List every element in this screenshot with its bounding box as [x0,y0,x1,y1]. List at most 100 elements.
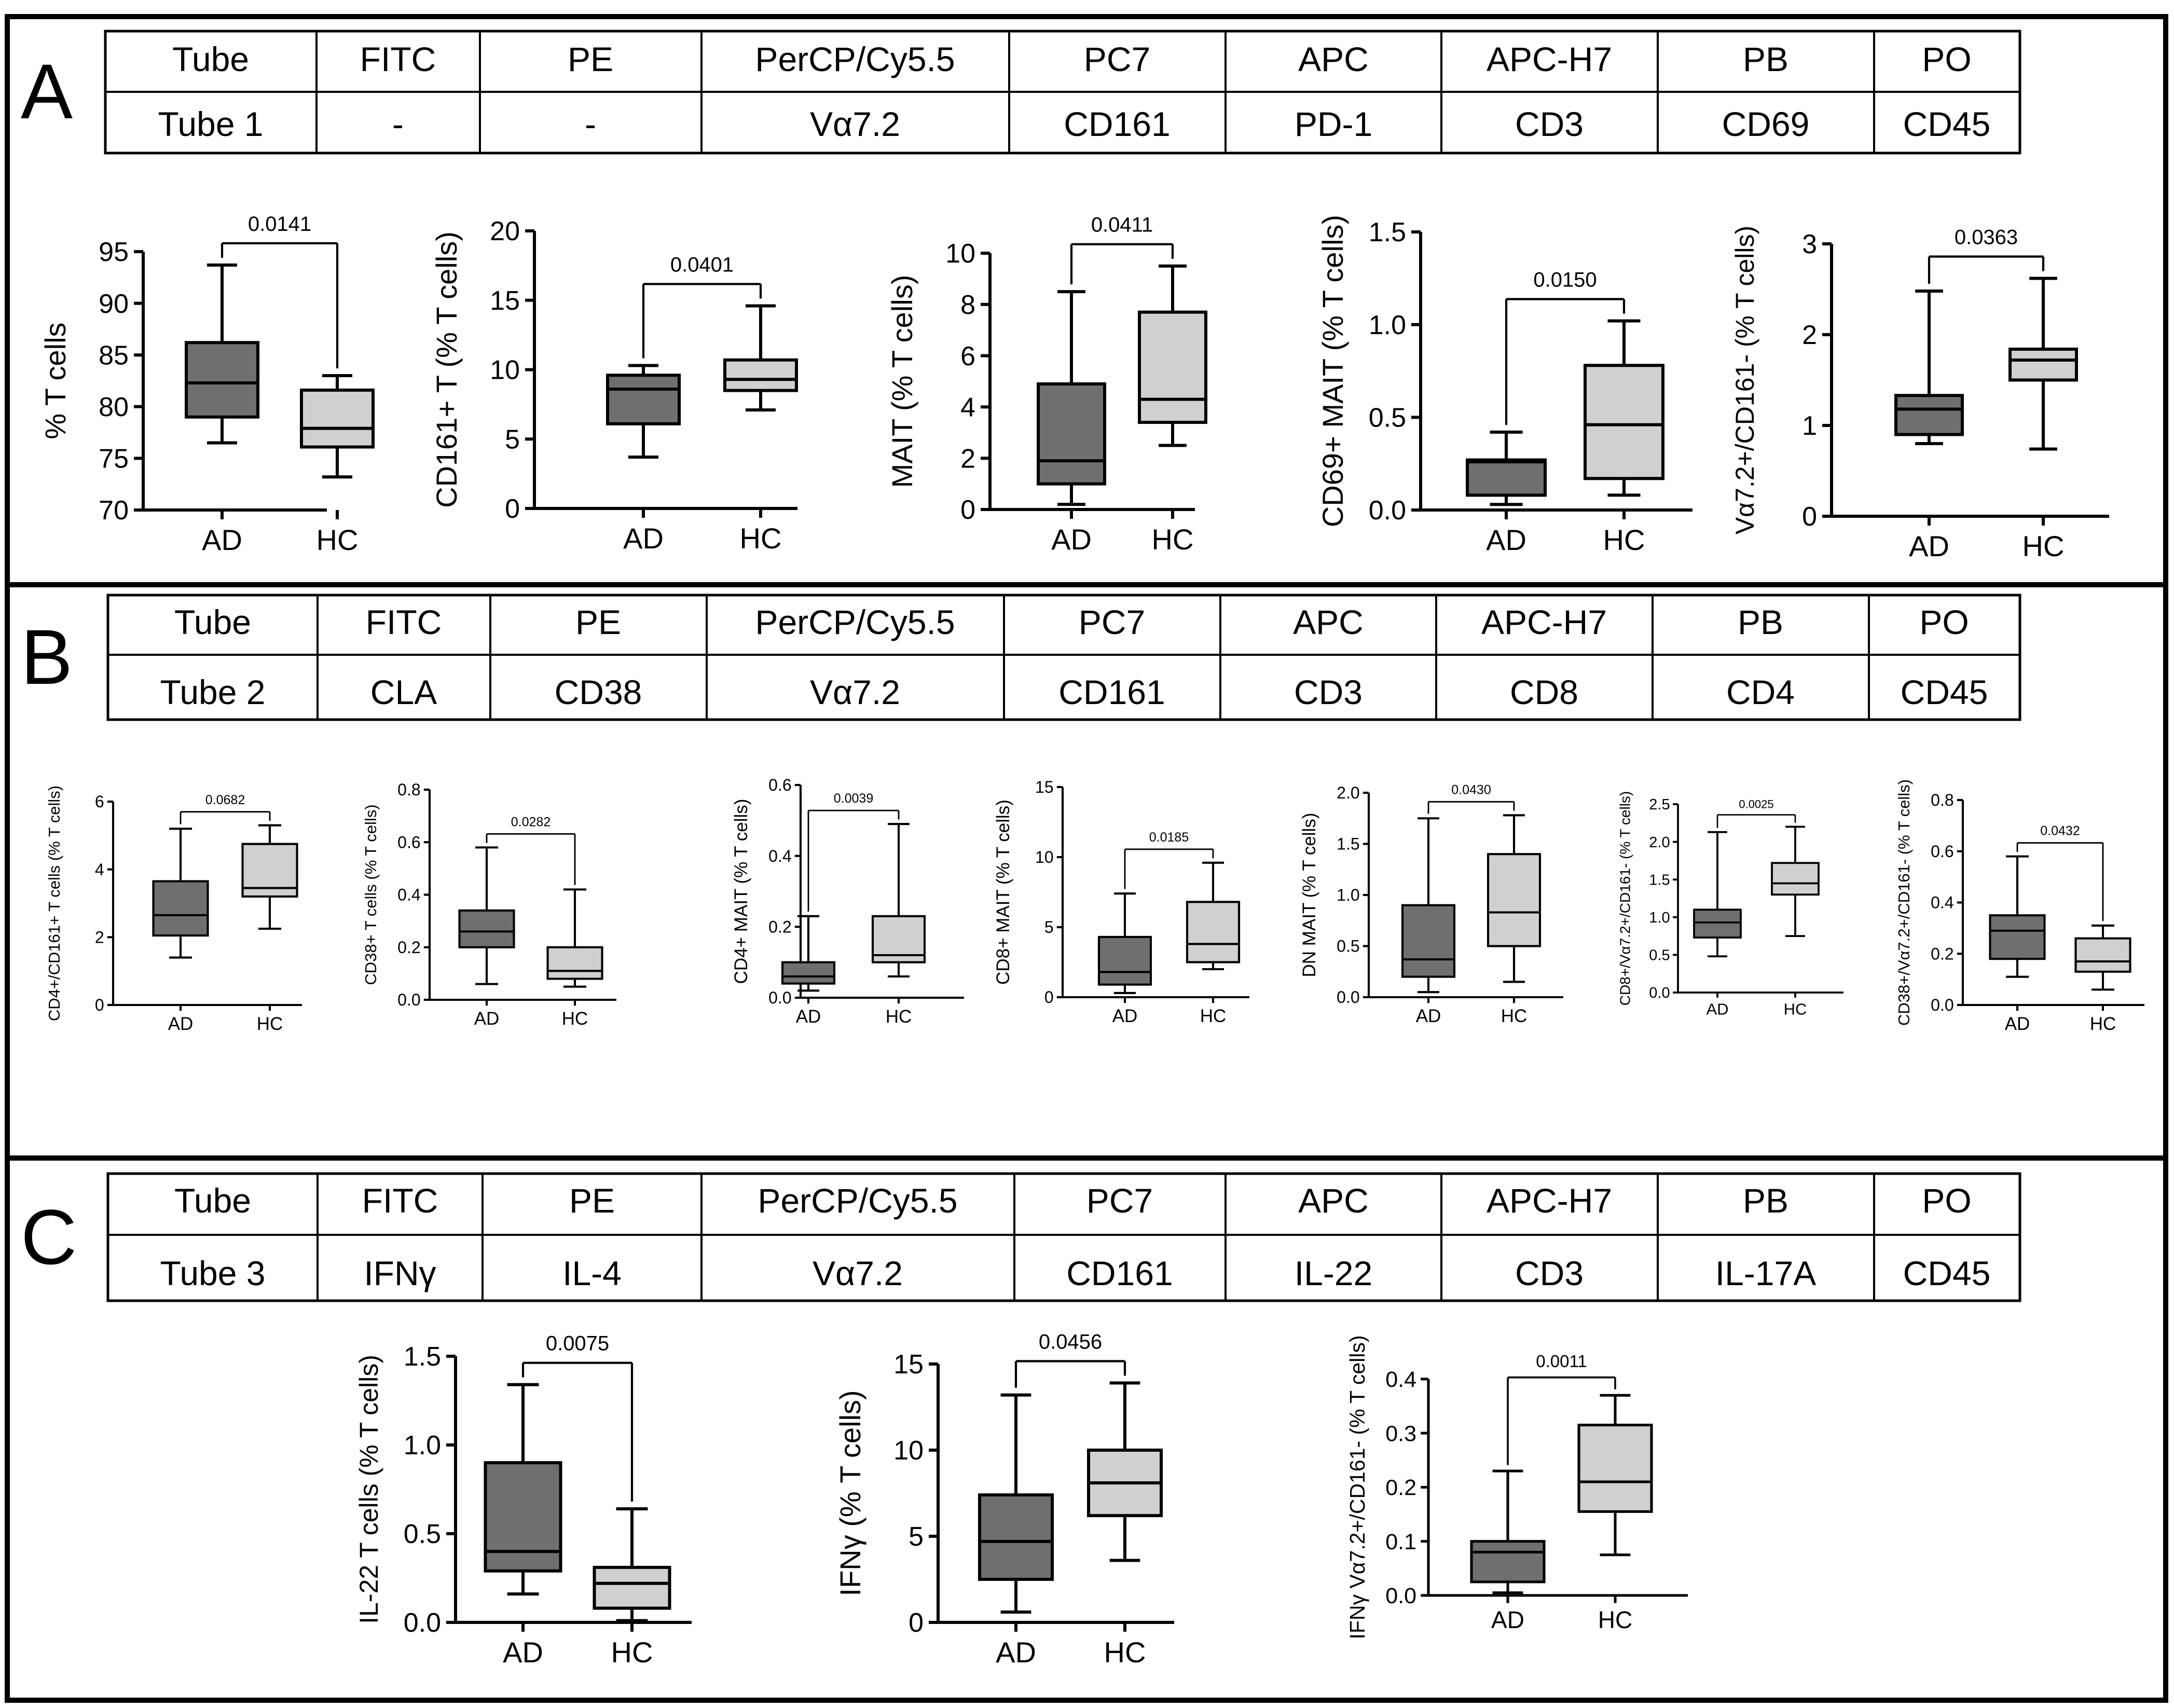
y-tick-label: 15 [1035,778,1054,796]
box-hc [593,1565,671,1610]
y-tick-label: 0.5 [404,1519,441,1549]
y-tick-label: 1.5 [404,1342,441,1372]
y-tick-label: 0.4 [1385,1367,1416,1392]
x-category-label-ad: AD [996,1636,1036,1669]
table-b-header-pb: PB [1738,603,1783,641]
y-tick-label: 0.0 [404,1608,441,1638]
box-plot-2: 0 5 10 15 20 AD HC CD161+ T (% T cells) 0.0401 [430,216,798,555]
table-a-cell-fitc: - [392,105,404,143]
box-hc [1487,853,1542,947]
table-c-cell-apc: IL-22 [1295,1254,1372,1292]
box-ad [1037,382,1106,486]
y-tick-label: 1.0 [1337,886,1359,904]
x-category-label-hc: HC [611,1636,653,1669]
y-tick-label: 0.5 [1369,403,1406,433]
y-tick-label: 2.5 [1649,796,1670,813]
y-axis-label: CD38+ T cells (% T cells) [362,804,380,985]
table-c-cell-fitc: IFNγ [364,1254,436,1292]
table-c-header-tube: Tube [174,1181,251,1220]
y-tick-label: 70 [99,495,129,526]
table-c-cell-pe: IL-4 [562,1254,622,1292]
x-category-label-ad: AD [168,1014,194,1034]
table-b-cell-apc: CD3 [1294,673,1363,711]
x-category-label-hc: HC [1501,1006,1528,1026]
box-ad [1470,1540,1546,1583]
x-category-label-hc: HC [317,524,359,556]
y-tick-label: 15 [490,286,520,316]
y-tick-label: 6 [95,792,104,811]
x-category-label-hc: HC [1104,1636,1146,1669]
table-a-header-pc7: PC7 [1084,40,1150,78]
table-c-header-po: PO [1922,1181,1971,1220]
panel-a-letter: A [21,48,73,135]
y-tick-label: 0.2 [768,918,791,936]
y-tick-label: 0.6 [397,833,420,851]
box-plot-14: 0 5 10 15 AD HC IFNγ (% T cells) 0.0456 [834,1331,1174,1669]
y-axis-label: CD38+/Vα7.2+/CD161- (% T cells) [1895,779,1913,1026]
y-tick-label: 3 [1802,229,1817,259]
p-value-label: 0.0141 [248,213,311,236]
y-tick-label: 85 [99,340,129,370]
y-tick-label: 5 [909,1522,924,1552]
p-value-label: 0.0411 [1091,214,1153,237]
x-category-label-hc: HC [886,1007,912,1027]
table-a-header-percp: PerCP/Cy5.5 [755,40,955,78]
table-c-header-pe: PE [569,1181,615,1220]
table-b-header-po: PO [1919,603,1969,641]
y-tick-label: 1.5 [1369,217,1406,247]
y-axis-label: CD8+/Vα7.2+/CD161- (% T cells) [1617,791,1633,1006]
y-tick-label: 1.5 [1337,835,1359,853]
x-category-label-ad: AD [1491,1606,1524,1633]
panel-a-border [5,14,2168,587]
p-value-label: 0.0282 [511,815,551,829]
box-hc [1577,1424,1653,1513]
x-category-label-ad: AD [503,1636,543,1669]
table-b-cell-pc7: CD161 [1058,673,1165,711]
table-a-cell-po: CD45 [1903,105,1991,143]
box-plot-15: 0.0 0.1 0.2 0.3 0.4 AD HC IFNγ Vα7.2+/CD161- (%… [1345,1335,1688,1640]
table-a-cell-tube: Tube 1 [158,105,263,143]
p-value-label: 0.0075 [546,1332,609,1355]
box-hc [1584,364,1664,480]
table-b-cell-pb: CD4 [1726,673,1795,711]
y-tick-label: 95 [99,237,129,267]
y-tick-label: 0.6 [1931,842,1953,861]
y-tick-label: 0.0 [1931,996,1953,1014]
y-axis-label: CD161+ T (% T cells) [430,231,463,508]
panel-b-border [5,582,2168,1161]
x-category-label-hc: HC [562,1009,588,1029]
y-axis-label: DN MAIT (% T cells) [1299,813,1319,977]
x-category-label-hc: HC [1603,524,1645,556]
y-tick-label: 0 [95,996,104,1014]
p-value-label: 0.0025 [1739,797,1773,810]
box-plot-1: 70 75 80 85 90 95 AD HC % T cells 0.0141 [39,213,375,556]
y-tick-label: 1 [1802,411,1817,441]
table-c-cell-pb: IL-17A [1715,1254,1816,1292]
table-c-header-percp: PerCP/Cy5.5 [758,1181,957,1220]
box-ad [185,341,259,419]
y-tick-label: 0.0 [1369,495,1406,526]
box-hc [1186,901,1241,963]
box-plot-6: 0 2 4 6 AD HC CD4+/CD161+ T cells (% T cells) 0… [45,786,302,1034]
y-tick-label: 0 [960,495,975,525]
table-b-cell-pe: CD38 [555,673,642,711]
y-tick-label: 0.2 [1385,1476,1416,1500]
y-tick-label: 0.4 [768,847,791,865]
table-a-header-apc: APC [1298,40,1369,78]
y-tick-label: 0.0 [397,990,420,1009]
table-a-header-fitc: FITC [360,40,436,78]
y-tick-label: 1.0 [1369,310,1406,340]
y-tick-label: 75 [99,444,129,474]
box-plot-9: 0 5 10 15 AD HC CD8+ MAIT (% T cells) 0.0185 [993,778,1249,1026]
table-a-cell-apc: PD-1 [1295,105,1372,143]
y-tick-label: 0.0 [1385,1583,1416,1608]
y-tick-label: 1.5 [1649,872,1670,888]
y-tick-label: 4 [960,393,975,423]
table-b-cell-fitc: CLA [370,673,437,711]
y-tick-label: 8 [960,290,975,320]
y-tick-label: 10 [490,355,520,385]
y-axis-label: MAIT (% T cells) [886,275,918,488]
y-tick-label: 1.0 [404,1430,441,1461]
